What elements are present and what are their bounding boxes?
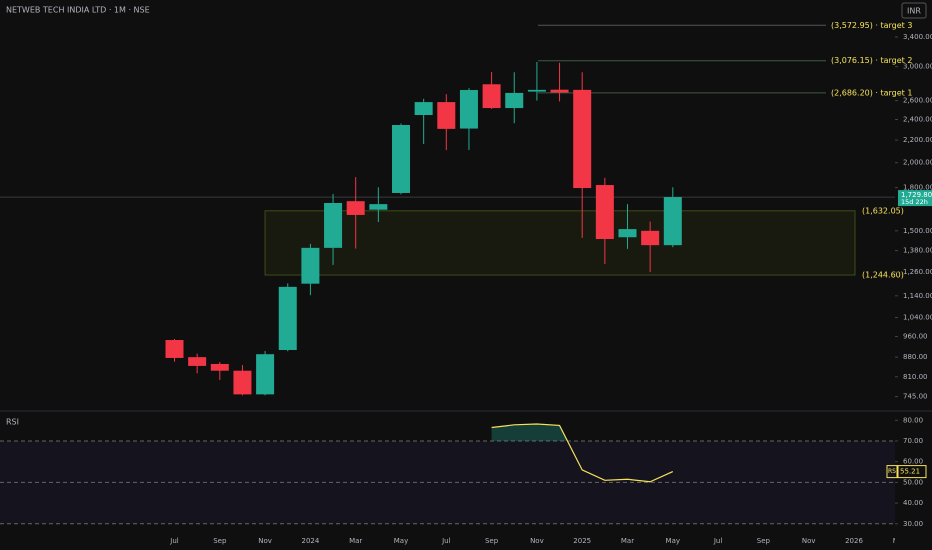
candle-body <box>505 92 524 109</box>
y-tick-label: 2,200.00 <box>903 136 932 144</box>
x-tick-label: Nov <box>530 537 544 545</box>
rsi-tag-label: 55.21 <box>900 468 920 476</box>
y-tick-label: 2,400.00 <box>903 116 932 124</box>
rsi-tag-box <box>886 465 898 479</box>
candle-body <box>210 363 229 371</box>
y-tick-label: 1,140.00 <box>903 292 932 300</box>
candle-body <box>595 185 614 240</box>
candle-body <box>618 229 637 238</box>
candle-body <box>459 90 478 129</box>
candle-body <box>641 230 660 246</box>
x-tick-label: Jul <box>169 537 179 545</box>
currency-box[interactable] <box>901 2 927 19</box>
y-tick-label: 810.00 <box>903 373 928 381</box>
rsi-line <box>491 423 674 483</box>
x-tick-label: Mar <box>621 537 634 545</box>
rsi-y-tick-label: 60.00 <box>903 458 923 466</box>
y-tick-label: 3,400.00 <box>903 33 932 41</box>
zone-label: (1,632.05) <box>862 206 904 215</box>
currency[interactable]: INR <box>907 7 921 16</box>
candle-body <box>482 84 501 109</box>
target-label: (2,686.20) · target 1 <box>831 88 912 97</box>
y-tick-label: 1,380.00 <box>903 247 932 255</box>
y-tick-label: 3,000.00 <box>903 63 932 71</box>
candle-body <box>256 354 275 395</box>
x-tick-label: Sep <box>757 537 771 545</box>
y-tick-label: 1,500.00 <box>903 227 932 235</box>
candle-body <box>369 204 388 210</box>
y-tick-label: 1,260.00 <box>903 268 932 276</box>
x-tick-label: May <box>394 537 408 545</box>
x-tick-label: Sep <box>485 537 499 545</box>
axis-corner <box>895 531 932 550</box>
x-tick-label: Mar <box>349 537 362 545</box>
rsi-tag-name: RSI <box>888 468 898 475</box>
x-tick-label: May <box>666 537 680 545</box>
x-tick-label: 2025 <box>573 537 591 545</box>
zone-label: (1,244.60) <box>862 271 904 280</box>
rsi-y-tick-label: 50.00 <box>903 478 923 486</box>
candle-body <box>165 340 184 358</box>
price-tag <box>898 190 932 207</box>
x-tick-label: 2024 <box>301 537 319 545</box>
candle-body <box>278 286 297 350</box>
rsi-title: RSI <box>6 418 19 427</box>
plot-area <box>0 24 895 525</box>
candle-body <box>550 89 569 93</box>
y-tick-label: 745.00 <box>903 393 928 401</box>
x-tick-label: Nov <box>258 537 272 545</box>
y-tick-label: 1,800.00 <box>903 184 932 192</box>
rsi-y-tick-label: 40.00 <box>903 499 923 507</box>
y-tick-label: 880.00 <box>903 353 928 361</box>
rsi-y-tick-label: 30.00 <box>903 520 923 528</box>
y-tick-label: 960.00 <box>903 333 928 341</box>
rsi-overbought-fill <box>491 424 673 441</box>
x-tick-label: Jul <box>713 537 723 545</box>
y-tick-label: 2,000.00 <box>903 159 932 167</box>
target-label: (3,572.95) · target 3 <box>831 21 912 30</box>
candle-body <box>233 370 252 395</box>
target-label: (3,076.15) · target 2 <box>831 56 912 65</box>
zone <box>264 210 856 276</box>
rsi-y-tick-label: 70.00 <box>903 437 923 445</box>
candle-body <box>301 247 320 284</box>
chart-title: NETWEB TECH INDIA LTD · 1M · NSE <box>6 6 150 15</box>
rsi-tag <box>897 465 927 479</box>
candle-body <box>392 124 410 193</box>
rsi-y-tick-label: 80.00 <box>903 416 923 424</box>
price-tag-label: 1,729.80 <box>901 191 932 199</box>
candle-body <box>414 102 433 116</box>
candle-body <box>527 89 546 92</box>
candle-body <box>346 201 365 215</box>
x-tick-label: Nov <box>802 537 816 545</box>
x-tick-label: Sep <box>213 537 227 545</box>
candle-body <box>573 89 592 189</box>
y-tick-label: 1,040.00 <box>903 314 932 322</box>
x-tick-label: 2026 <box>845 537 863 545</box>
x-tick-label: Jul <box>441 537 451 545</box>
candle-body <box>188 357 207 366</box>
candle-body <box>437 102 456 129</box>
candle-body <box>663 197 682 246</box>
candle-body <box>324 203 343 248</box>
countdown: 15d 22h <box>901 198 928 206</box>
y-tick-label: 2,600.00 <box>903 97 932 105</box>
